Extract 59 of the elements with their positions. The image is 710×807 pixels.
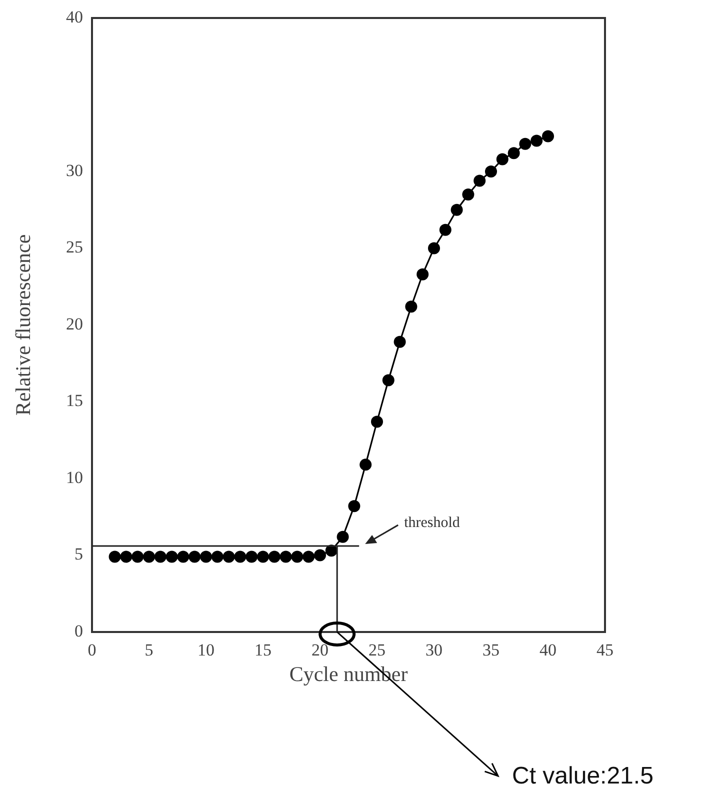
point	[450, 204, 463, 216]
point	[394, 336, 406, 348]
point	[154, 550, 166, 563]
point	[291, 550, 304, 563]
point	[132, 550, 144, 563]
point	[428, 242, 440, 254]
point	[348, 500, 360, 512]
point	[542, 130, 554, 142]
point	[120, 550, 132, 563]
point	[268, 550, 280, 563]
y-tick-label: 30	[66, 160, 83, 180]
annotation: Ct value:21.5	[512, 762, 654, 790]
y-tick-label: 5	[74, 544, 83, 564]
point	[416, 268, 429, 280]
point	[496, 153, 508, 166]
point	[530, 134, 543, 147]
point	[222, 550, 235, 563]
y-tick-label: 0	[74, 621, 83, 640]
x-tick-label: 0	[88, 640, 96, 660]
x-tick-label: 20	[312, 640, 328, 660]
x-tick-label: 35	[482, 640, 500, 660]
x-tick-label: 25	[368, 640, 386, 660]
point	[280, 550, 292, 563]
y-tick-label: 40	[66, 7, 83, 26]
x-tick-label: 15	[254, 640, 272, 660]
point	[405, 300, 418, 313]
y-tick-label: 20	[66, 314, 83, 334]
x-tick-label: 40	[540, 640, 556, 660]
point	[257, 550, 269, 563]
point	[371, 416, 383, 428]
y-tick-label: 10	[66, 468, 83, 487]
point	[360, 458, 372, 471]
point	[143, 550, 155, 563]
y-tick-label: 25	[66, 238, 83, 257]
point	[485, 166, 497, 178]
point	[519, 138, 532, 150]
ref-line-label: threshold	[404, 514, 460, 531]
point	[462, 188, 474, 201]
point	[508, 147, 520, 160]
point	[382, 374, 394, 386]
point	[166, 550, 178, 563]
point	[246, 550, 258, 563]
y-axis-title: Relative fluorescence	[11, 234, 36, 416]
point	[211, 550, 224, 563]
point	[314, 549, 326, 562]
x-tick-label: 5	[144, 640, 154, 660]
point	[439, 224, 452, 236]
x-tick-label: 30	[426, 640, 442, 660]
point	[302, 550, 315, 563]
point	[177, 550, 190, 563]
point	[188, 550, 201, 563]
point	[474, 174, 486, 187]
x-tick-label: 10	[198, 640, 214, 660]
point	[200, 550, 212, 563]
y-tick-label: 15	[66, 391, 83, 410]
point	[336, 530, 349, 543]
point	[108, 550, 121, 563]
point	[234, 550, 246, 563]
x-tick-label: 45	[596, 640, 614, 660]
